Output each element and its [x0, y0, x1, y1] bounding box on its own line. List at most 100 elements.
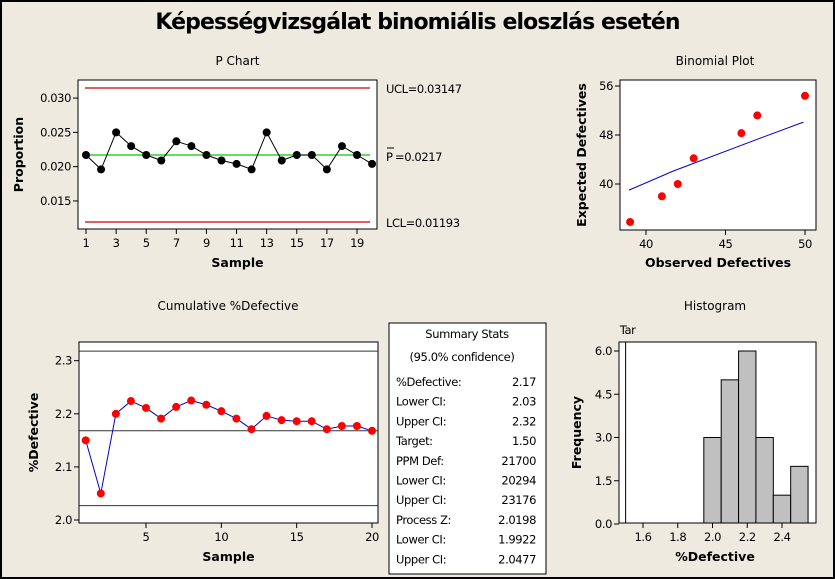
x-tick-label: 9 — [203, 236, 210, 250]
data-point — [368, 159, 377, 168]
summary-row-value: 23176 — [501, 493, 536, 507]
histogram-bar — [755, 437, 774, 524]
x-tick-label: 10 — [214, 530, 228, 544]
summary-frame — [388, 322, 547, 575]
pbar-label: =0.0217 — [395, 150, 442, 164]
cumulative-chart: Cumulative %Defective 2.0 2.1 2.2 2.3 5 10 15 20… — [26, 299, 379, 564]
binomial-plot: Binomial Plot 40 48 56 40 45 50 Observed Defect… — [574, 54, 817, 270]
x-axis-label: Sample — [202, 549, 254, 564]
summary-row-value: 20294 — [501, 474, 536, 488]
y-tick-label: 0.025 — [40, 125, 71, 139]
x-tick-label: 40 — [639, 237, 653, 251]
data-point — [157, 156, 166, 165]
data-point — [657, 192, 666, 201]
summary-row-value: 1.50 — [512, 434, 536, 448]
data-point — [127, 142, 136, 151]
report-title: Képességvizsgálat binomiális eloszlás es… — [155, 10, 680, 35]
data-point — [172, 402, 181, 411]
summary-row-label: Upper CI: — [396, 552, 446, 566]
data-point — [626, 217, 635, 226]
data-point — [111, 409, 120, 418]
y-axis-label: %Defective — [26, 393, 41, 473]
data-point — [247, 165, 256, 174]
data-point — [126, 397, 135, 406]
histogram-bar — [772, 494, 792, 524]
data-point — [202, 151, 211, 159]
data-point — [277, 416, 286, 425]
summary-row-label: Lower CI: — [396, 474, 446, 488]
lcl-label: LCL=0.01193 — [386, 216, 460, 230]
data-point — [96, 489, 105, 498]
data-point — [187, 396, 196, 405]
data-point — [217, 156, 226, 165]
summary-row-label: Upper CI: — [396, 493, 446, 507]
chart-title: P Chart — [215, 54, 259, 68]
data-point — [322, 425, 331, 434]
fit-line — [628, 121, 804, 191]
y-tick-label: 2.2 — [55, 407, 72, 421]
data-point — [81, 436, 90, 445]
histogram-bar — [703, 437, 722, 524]
summary-row-label: Upper CI: — [396, 414, 446, 428]
x-tick-label: 11 — [230, 236, 244, 250]
x-tick-label: 2.2 — [739, 530, 756, 544]
y-tick-label: 0.0 — [595, 517, 612, 531]
data-point — [337, 142, 346, 151]
data-point — [262, 128, 271, 137]
data-point — [322, 165, 331, 174]
x-tick-label: 5 — [143, 236, 150, 250]
y-axis-label: Frequency — [569, 396, 584, 469]
histogram-bar — [790, 465, 809, 524]
data-point — [232, 414, 241, 423]
data-point — [217, 407, 226, 416]
data-point — [292, 417, 301, 426]
data-point — [262, 411, 271, 420]
data-point — [277, 156, 286, 165]
x-tick-label: 45 — [719, 237, 733, 251]
data-point — [112, 128, 121, 137]
x-tick-label: 13 — [260, 236, 274, 250]
data-point — [172, 137, 181, 146]
data-point — [673, 180, 682, 188]
x-tick-label: 17 — [320, 236, 334, 250]
data-point — [368, 426, 376, 435]
data-point — [292, 151, 301, 159]
y-tick-label: 2.1 — [55, 460, 72, 474]
data-point — [247, 425, 256, 434]
histogram-bar — [720, 379, 740, 524]
chart-title: Cumulative %Defective — [157, 299, 298, 313]
y-axis-label: Proportion — [11, 117, 26, 192]
y-tick-label: 0.020 — [40, 160, 71, 174]
data-point — [232, 159, 241, 168]
y-tick-label: 48 — [599, 128, 613, 142]
y-axis-label: Expected Defectives — [574, 83, 589, 227]
data-point — [157, 414, 166, 423]
y-tick-label: 0.015 — [40, 194, 71, 208]
x-tick-label: 3 — [113, 236, 120, 250]
data-point — [142, 403, 150, 412]
x-tick-label: 2.0 — [704, 530, 721, 544]
x-axis-label: Sample — [211, 255, 263, 270]
data-point — [142, 151, 151, 159]
summary-row-value: 2.32 — [512, 414, 536, 428]
data-point — [202, 400, 211, 409]
chart-title: Binomial Plot — [676, 54, 755, 68]
summary-row-value: 2.0477 — [498, 552, 536, 566]
x-tick-label: 7 — [173, 236, 180, 250]
x-tick-label: 15 — [290, 530, 304, 544]
summary-row-label: PPM Def: — [396, 454, 444, 468]
y-tick-label: 0.030 — [40, 91, 71, 105]
summary-row-label: %Defective: — [396, 375, 461, 389]
data-point — [97, 165, 106, 174]
data-point — [689, 154, 698, 163]
histogram-bar — [738, 350, 757, 524]
y-tick-label: 2.0 — [55, 513, 72, 527]
summary-row-label: Target: — [395, 434, 433, 448]
x-tick-label: 15 — [290, 236, 304, 250]
chart-title: Histogram — [684, 299, 746, 313]
x-tick-label: 50 — [798, 237, 812, 251]
data-point — [801, 91, 809, 100]
